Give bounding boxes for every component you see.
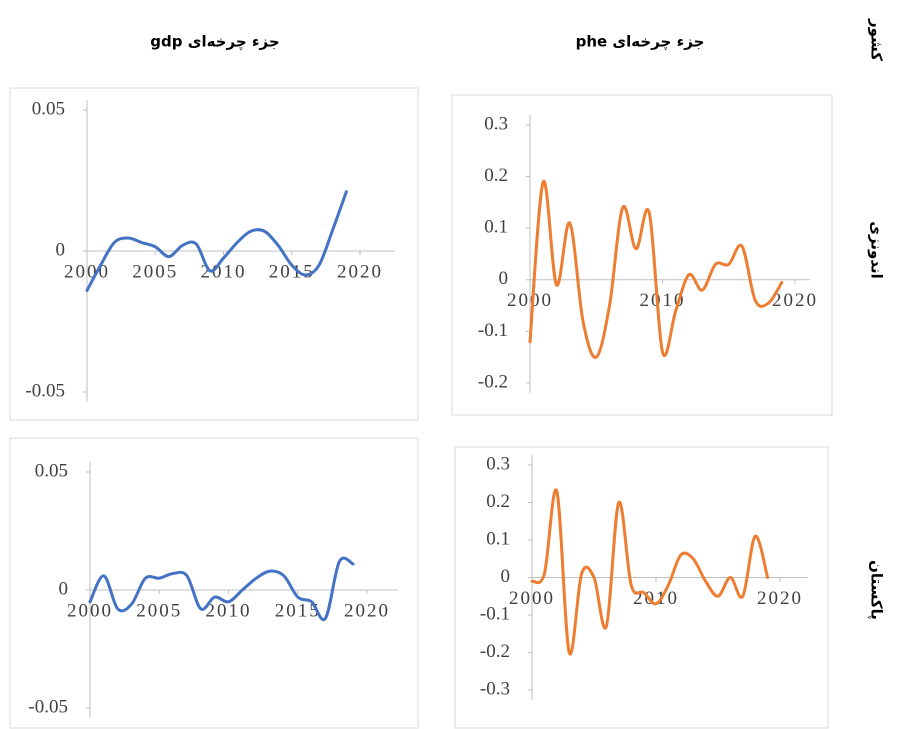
y-tick-label: -0.3	[480, 678, 510, 699]
x-tick-label: 2000	[64, 261, 110, 282]
chart-frame	[9, 437, 419, 729]
row-header: کشور	[868, 18, 886, 61]
column-header: جزء چرخه‌ای phe	[576, 33, 705, 52]
y-tick-label: 0.05	[32, 98, 65, 119]
y-tick-label: -0.2	[480, 641, 510, 662]
column-header: جزء چرخه‌ای gdp	[150, 33, 279, 52]
x-tick-label: 2005	[132, 261, 178, 282]
x-tick-label: 2020	[757, 588, 803, 609]
x-tick-label: 2000	[507, 290, 553, 311]
series-line	[85, 190, 348, 292]
x-tick-label: 2000	[509, 588, 555, 609]
x-tick-label: 2020	[772, 290, 818, 311]
y-tick-label: 0.3	[486, 453, 510, 474]
y-tick-label: 0	[501, 566, 511, 587]
row-label: پاکستان	[867, 560, 886, 620]
series-line	[528, 180, 784, 359]
row-label: اندونزی	[868, 221, 886, 278]
series-line	[530, 488, 770, 656]
chart-frame	[454, 446, 829, 729]
y-tick-label: 0	[59, 578, 69, 599]
y-tick-label: -0.1	[480, 603, 510, 624]
y-tick-label: 0.05	[35, 460, 68, 481]
y-tick-label: -0.2	[478, 371, 508, 392]
y-tick-label: -0.1	[478, 320, 508, 341]
y-tick-label: 0	[499, 268, 509, 289]
y-tick-label: 0.2	[484, 165, 508, 186]
x-tick-label: 2010	[206, 600, 252, 621]
y-tick-label: 0.1	[484, 217, 508, 238]
y-tick-label: 0.3	[484, 113, 508, 134]
y-tick-label: 0	[56, 239, 66, 260]
chart-frame	[451, 94, 833, 416]
x-tick-label: 2010	[640, 290, 686, 311]
y-tick-label: -0.05	[28, 696, 68, 717]
x-tick-label: 2000	[67, 600, 113, 621]
y-tick-label: -0.05	[25, 380, 65, 401]
x-tick-label: 2010	[201, 261, 247, 282]
x-tick-label: 2015	[275, 600, 321, 621]
x-tick-label: 2020	[337, 261, 383, 282]
y-tick-label: 0.1	[486, 528, 510, 549]
x-tick-label: 2005	[136, 600, 182, 621]
y-tick-label: 0.2	[486, 491, 510, 512]
x-tick-label: 2020	[344, 600, 390, 621]
series-line	[88, 556, 355, 622]
x-tick-label: 2015	[269, 261, 315, 282]
chart-frame	[9, 87, 419, 421]
